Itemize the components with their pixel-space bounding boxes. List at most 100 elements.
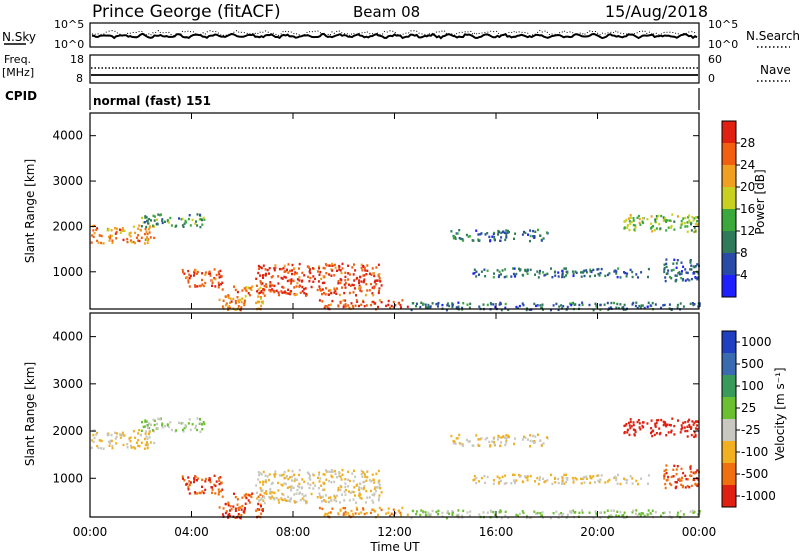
power-cell [240, 300, 243, 304]
power-cell [544, 273, 547, 276]
power-cell [217, 286, 220, 289]
velocity-cell [554, 476, 557, 480]
velocity-cell [249, 494, 252, 497]
velocity-cell [528, 516, 531, 519]
velocity-cell [686, 425, 689, 428]
velocity-cell [651, 509, 654, 512]
velocity-cell [491, 440, 494, 443]
power-cell [572, 274, 575, 278]
power-cell [662, 304, 665, 307]
velocity-cell [693, 510, 696, 514]
velocity-cell [329, 470, 332, 474]
power-cell [529, 234, 532, 238]
power-cell [318, 299, 321, 302]
velocity-cell [610, 509, 613, 512]
velocity-cell [296, 484, 299, 488]
velocity-cell [323, 488, 326, 491]
velocity-cell [529, 474, 532, 478]
power-cell [144, 227, 147, 231]
power-cell [200, 218, 203, 222]
velocity-cell [694, 433, 697, 437]
velocity-cell [374, 510, 377, 513]
power-cell [624, 271, 627, 275]
power-cell [93, 224, 96, 228]
velocity-cell [624, 516, 627, 519]
velocity-cell [471, 444, 474, 447]
velocity-cell [437, 509, 440, 512]
velocity-cell [635, 509, 638, 512]
power-cell [181, 217, 184, 221]
power-cell [575, 271, 578, 274]
velocity-cell [342, 512, 345, 515]
power-cell [539, 234, 542, 237]
velocity-cell [324, 512, 327, 516]
power-cell [95, 228, 98, 232]
velocity-cell [232, 505, 235, 508]
velocity-cell [389, 514, 392, 518]
power-cell [630, 220, 633, 224]
power-cell [597, 272, 600, 276]
velocity-cell [138, 429, 141, 432]
velocity-cell [293, 473, 296, 476]
power-cell [652, 225, 655, 228]
velocity-cell [378, 494, 381, 497]
velocity-cell [318, 480, 321, 483]
velocity-cell [497, 434, 500, 438]
velocity-cell [641, 424, 644, 428]
velocity-cell [145, 430, 148, 433]
velocity-cell [156, 427, 159, 430]
power-cell [232, 297, 235, 301]
velocity-cell [185, 482, 188, 486]
power-cell [626, 226, 629, 229]
power-cell [167, 221, 170, 224]
power-cell [268, 288, 271, 292]
power-cell [352, 273, 355, 276]
power-cell [290, 280, 293, 283]
power-cell [400, 306, 402, 309]
power-cell [115, 237, 118, 240]
power-cell [392, 300, 395, 304]
power-cell [497, 233, 499, 236]
power-cell [359, 289, 362, 292]
power-cell [291, 269, 293, 272]
velocity-cell [322, 481, 325, 484]
power-cell [262, 264, 265, 267]
power-cell [264, 268, 267, 271]
power-cell [679, 226, 682, 229]
velocity-cell [500, 479, 502, 483]
power-cell [688, 219, 691, 222]
velocity-cell [696, 420, 699, 423]
velocity-cell [356, 483, 359, 486]
velocity-cell [350, 509, 353, 513]
power-cell [650, 215, 653, 218]
velocity-cell [271, 495, 274, 498]
velocity-cell [678, 477, 681, 480]
power-cell [682, 265, 685, 268]
velocity-cell [616, 482, 619, 485]
velocity-cell [92, 433, 95, 437]
velocity-cell [356, 508, 359, 511]
velocity-cell [477, 444, 480, 447]
velocity-cell [693, 478, 696, 482]
power-cell [201, 223, 204, 226]
power-cell [664, 279, 667, 283]
velocity-cell [594, 510, 597, 513]
velocity-cell [255, 509, 258, 512]
power-cell [199, 284, 202, 288]
velocity-cell [655, 421, 658, 425]
velocity-cell [339, 488, 342, 492]
velocity-cell [321, 495, 324, 498]
power-cell [454, 237, 457, 240]
velocity-cell [132, 430, 135, 433]
velocity-cell [658, 427, 661, 430]
power-cell [372, 300, 375, 304]
velocity-cell [107, 433, 110, 437]
velocity-cell [457, 509, 460, 512]
power-cell [688, 214, 691, 217]
velocity-cell [561, 476, 564, 479]
power-cell [664, 217, 667, 220]
velocity-cell [257, 495, 260, 498]
velocity-cell [597, 479, 600, 482]
power-cell [378, 273, 381, 276]
velocity-cell [201, 485, 203, 488]
